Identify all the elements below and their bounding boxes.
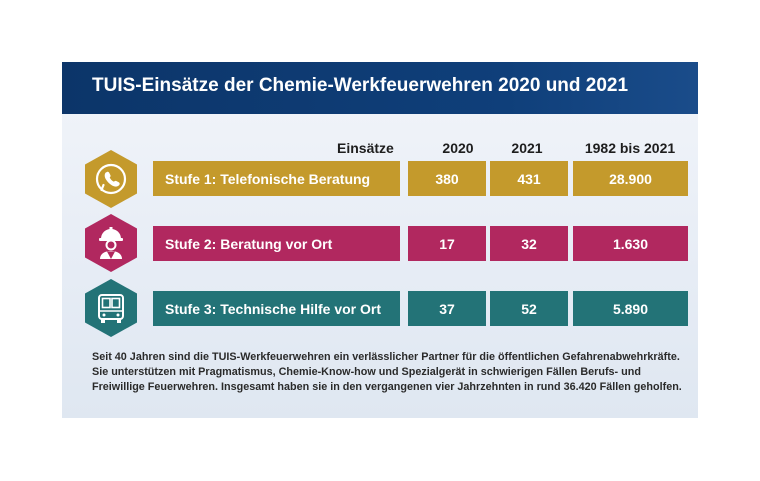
footer-line: Seit 40 Jahren sind die TUIS-Werkfeuerwe… [92,351,680,363]
cell-stufe-3-2021: 52 [490,291,568,326]
footer-description: Seit 40 Jahren sind die TUIS-Werkfeuerwe… [92,350,692,395]
row-label-stufe-3: Stufe 3: Technische Hilfe vor Ort [153,291,400,326]
cell-stufe-3-2020: 37 [408,291,486,326]
column-header-2020: 2020 [442,140,474,156]
firefighter-icon [84,213,138,273]
footer-line: Freiwillige Feuerwehren. Insgesamt haben… [92,381,682,393]
row-label-stufe-1: Stufe 1: Telefonische Beratung [153,161,400,196]
cell-stufe-1-2020: 380 [408,161,486,196]
column-header-einsaetze: Einsätze [337,140,394,156]
infographic-card: TUIS-Einsätze der Chemie-Werkfeuerwehren… [62,62,698,418]
cell-stufe-3-total: 5.890 [573,291,688,326]
phone-icon [84,149,138,209]
title-bar: TUIS-Einsätze der Chemie-Werkfeuerwehren… [62,62,698,114]
column-header-2021: 2021 [511,140,543,156]
column-header-total: 1982 bis 2021 [584,140,676,156]
cell-stufe-1-total: 28.900 [573,161,688,196]
row-label-stufe-2: Stufe 2: Beratung vor Ort [153,226,400,261]
truck-icon [84,278,138,338]
cell-stufe-2-2020: 17 [408,226,486,261]
cell-stufe-2-2021: 32 [490,226,568,261]
footer-line: Sie unterstützen mit Pragmatismus, Chemi… [92,366,641,378]
cell-stufe-2-total: 1.630 [573,226,688,261]
chart-title: TUIS-Einsätze der Chemie-Werkfeuerwehren… [92,75,629,96]
cell-stufe-1-2021: 431 [490,161,568,196]
